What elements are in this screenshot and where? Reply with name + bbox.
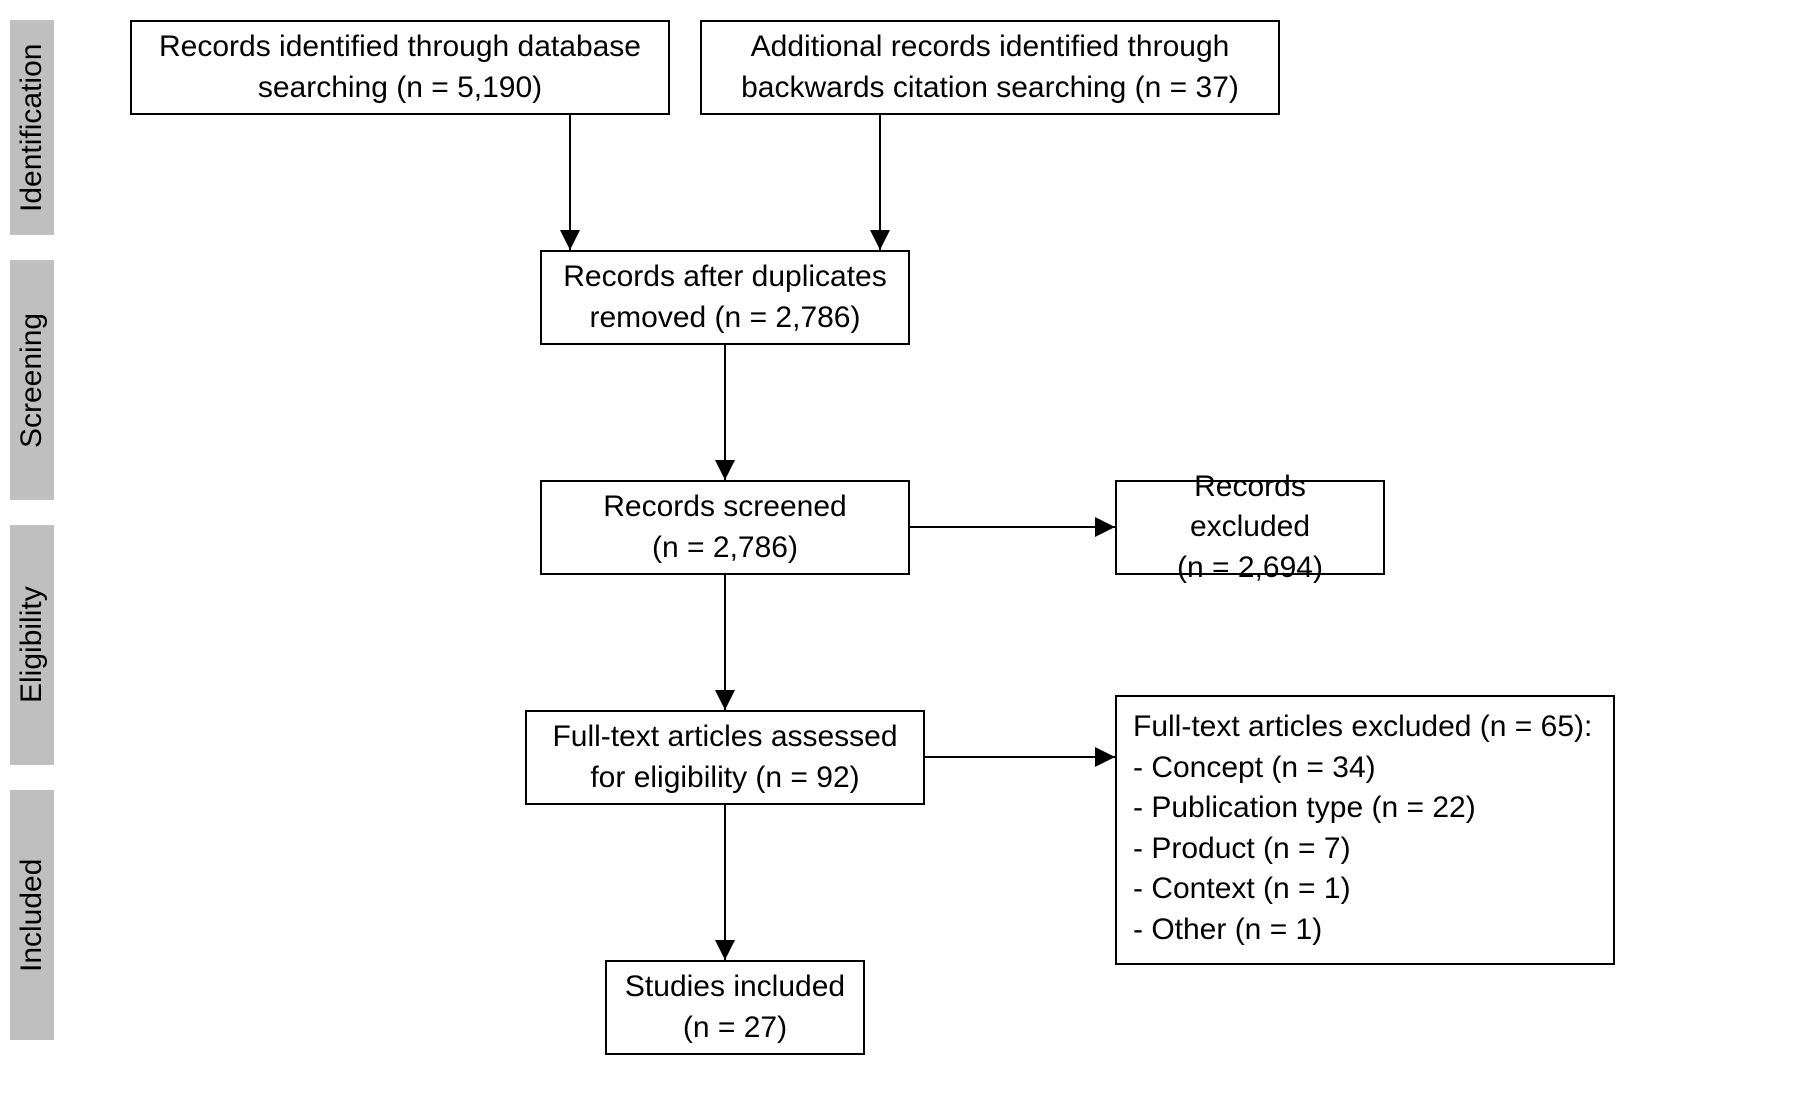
node-excluded-1: Records excluded (n = 2,694) (1115, 480, 1385, 575)
node-included: Studies included (n = 27) (605, 960, 865, 1055)
stage-screening: Screening (10, 260, 54, 500)
stage-eligibility: Eligibility (10, 525, 54, 765)
node-screened: Records screened (n = 2,786) (540, 480, 910, 575)
node-fulltext: Full-text articles assessed for eligibil… (525, 710, 925, 805)
node-db-search: Records identified through database sear… (130, 20, 670, 115)
flowchart-canvas: Identification Screening Eligibility Includ… (0, 0, 1800, 1106)
stage-identification: Identification (10, 20, 54, 235)
stage-included: Included (10, 790, 54, 1040)
node-after-dupes: Records after duplicates removed (n = 2,… (540, 250, 910, 345)
node-excluded-2: Full-text articles excluded (n = 65): - … (1115, 695, 1615, 965)
node-backward: Additional records identified through ba… (700, 20, 1280, 115)
